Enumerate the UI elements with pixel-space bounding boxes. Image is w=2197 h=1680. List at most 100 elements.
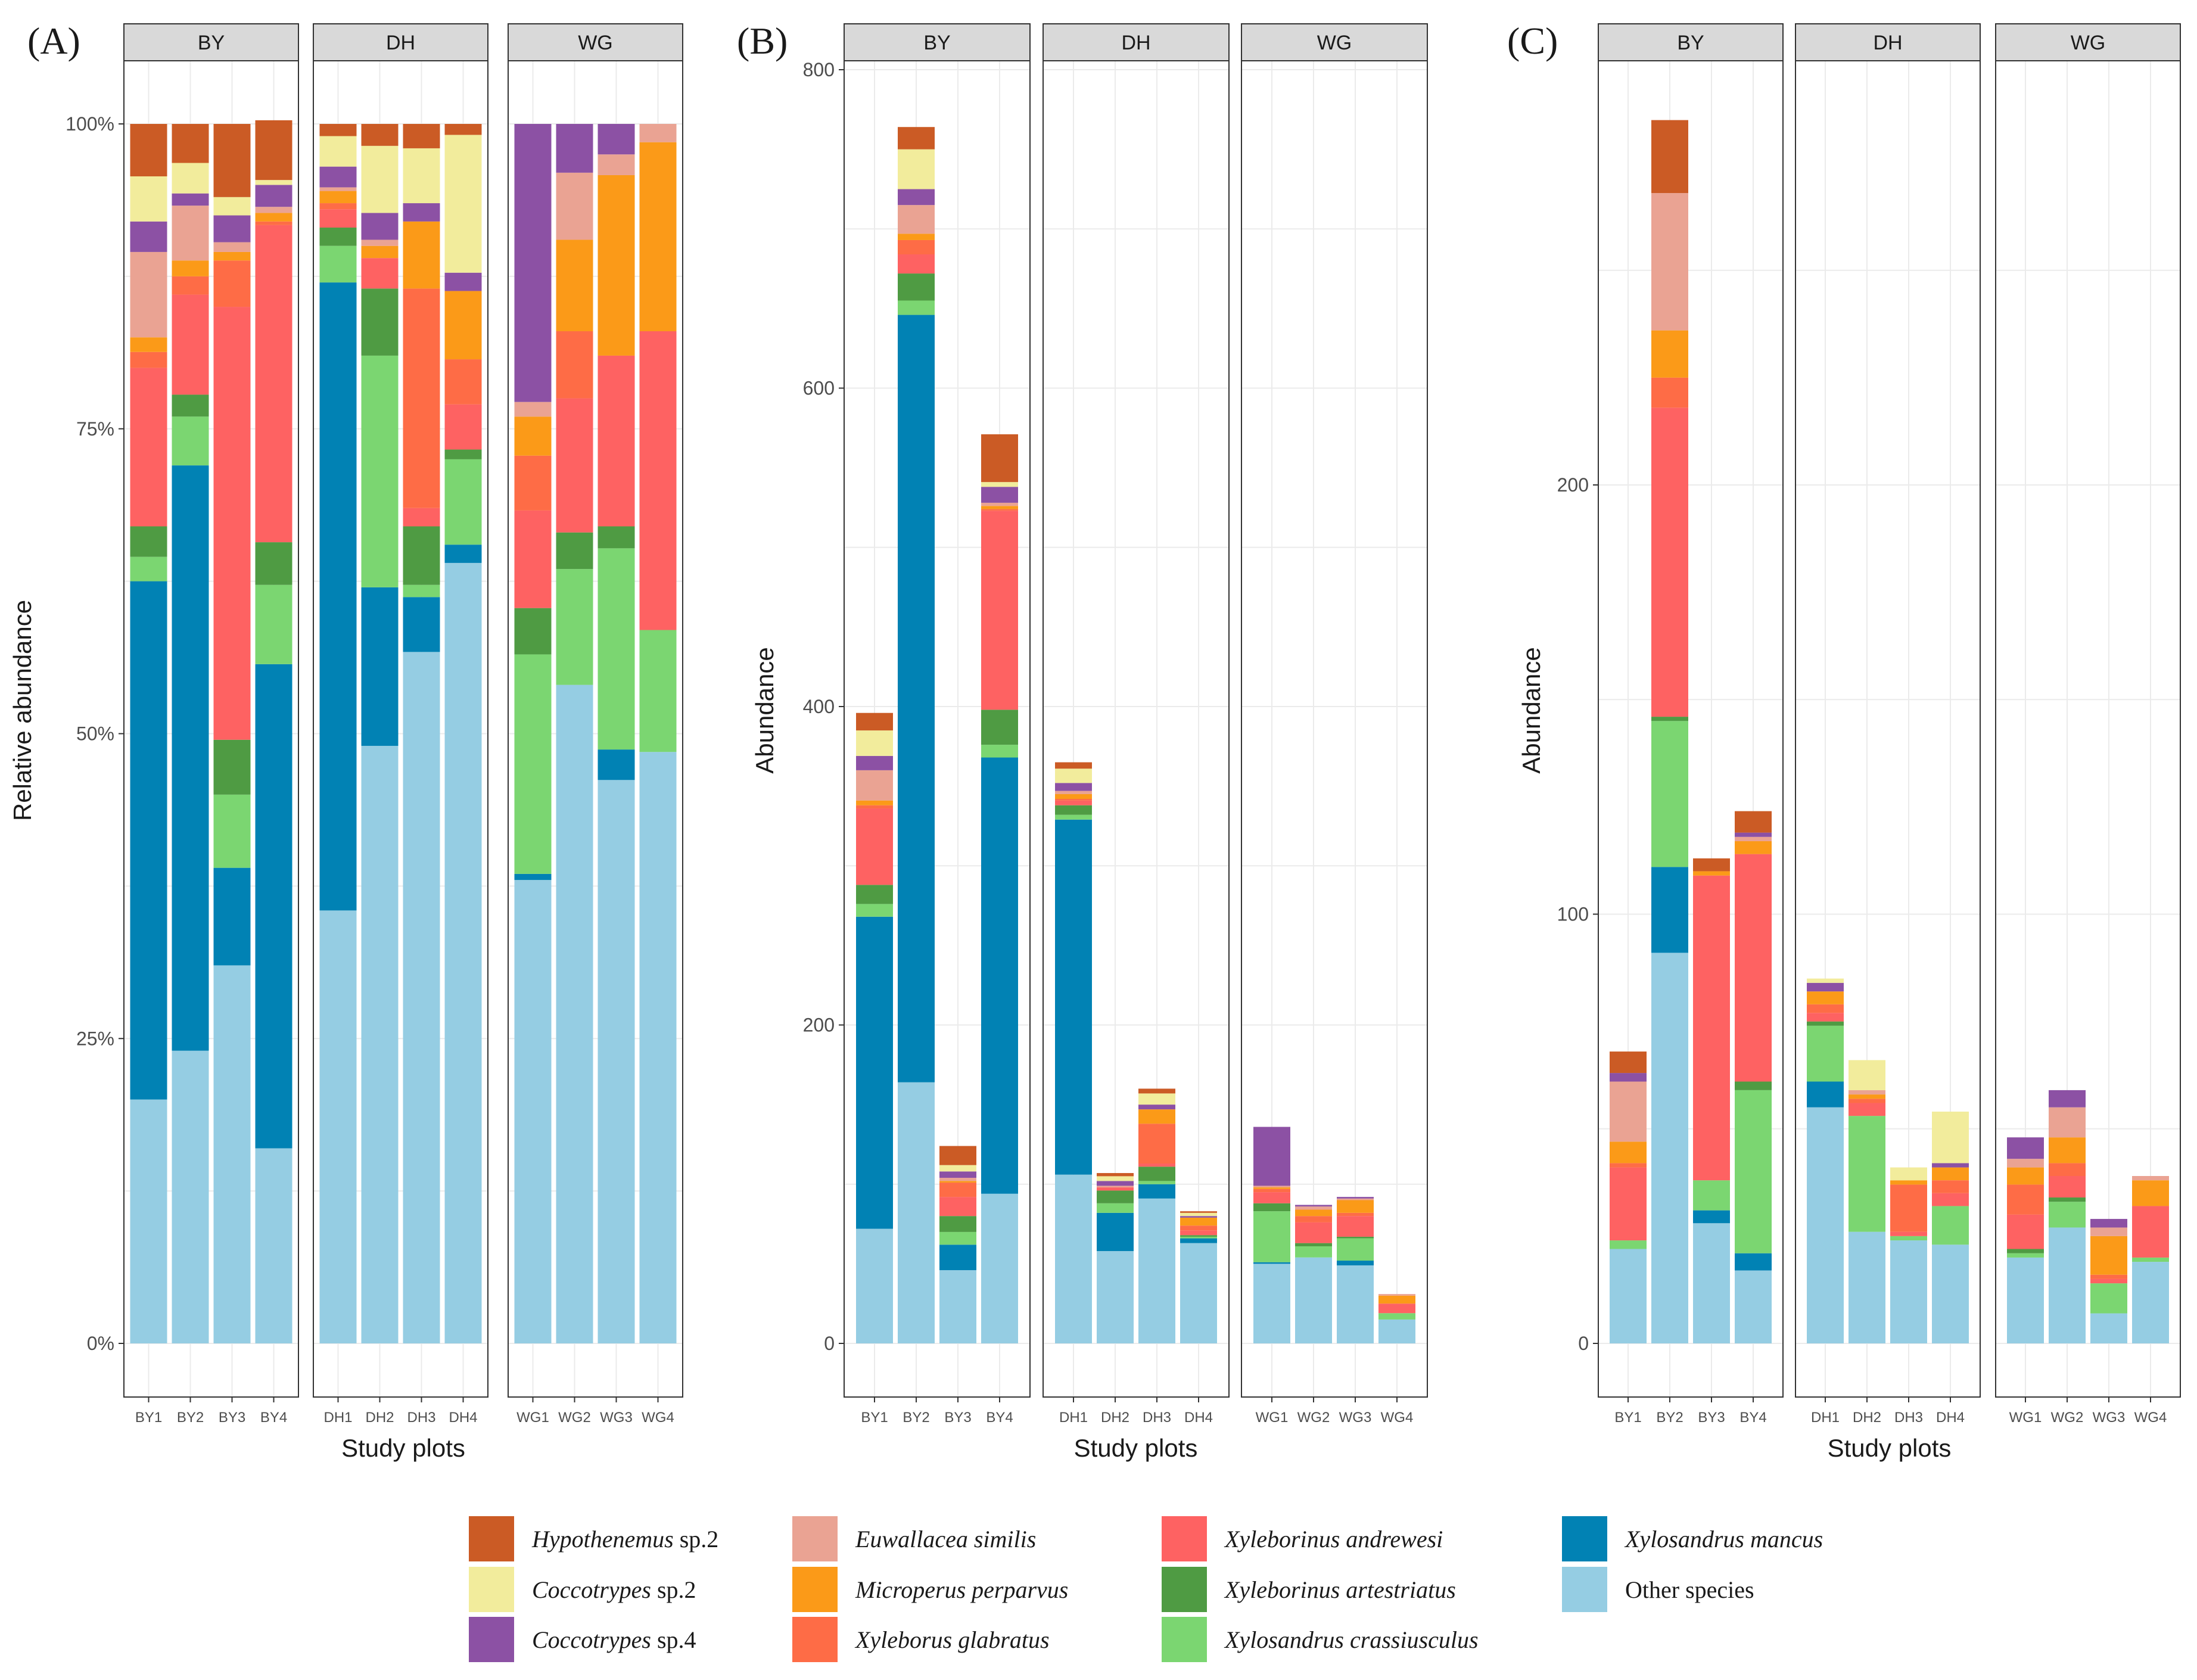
bar-segment-xyleborus-glabratus [2090,1274,2127,1279]
legend-label: Xyleborinus andrewesi [1224,1526,1443,1553]
bar-segment-xylosandrus-crassiusculus [1180,1236,1217,1239]
bar-segment-xylosandrus-crassiusculus [1735,1090,1772,1253]
bar-segment-microperus-perparvus [1138,1109,1175,1124]
bar-segment-xylosandrus-crassiusculus [1253,1211,1290,1262]
bar-segment-xyleborus-glabratus [255,221,292,225]
stacked-bar-by3 [213,124,251,1343]
bar-segment-xyleborinus-artestriatus [556,532,593,570]
bar-segment-euwallacea-similis [2090,1227,2127,1236]
bar-segment-microperus-perparvus [598,175,635,356]
x-tick-label: WG4 [642,1410,674,1426]
bar-segment-euwallacea-similis [556,172,593,240]
bar-segment-euwallacea-similis [939,1178,976,1181]
bar-segment-xylosandrus-mancus [1735,1253,1772,1271]
bar-segment-coccotrypes-sp-2 [1180,1212,1217,1217]
bar-segment-xylosandrus-mancus [319,282,357,911]
bar-segment-xylosandrus-mancus [444,545,482,563]
bar-segment-euwallacea-similis [361,239,399,246]
stacked-bar-dh1 [319,124,357,1343]
x-tick-label: WG2 [1297,1410,1330,1426]
x-tick-label: BY1 [861,1410,888,1426]
bar-segment-coccotrypes-sp-4 [939,1171,976,1178]
bar-segment-euwallacea-similis [1849,1090,1885,1095]
bar-segment-xyleborus-glabratus [1295,1216,1332,1222]
bar-segment-other-species [1610,1249,1647,1343]
y-axis-title: Abundance [1517,647,1545,774]
bar-segment-xylosandrus-mancus [255,664,292,1149]
stacked-bar-dh3 [1138,1088,1175,1343]
bar-segment-xylosandrus-crassiusculus [981,745,1018,758]
bar-segment-microperus-perparvus [403,221,440,289]
x-tick-label: DH2 [1853,1410,1881,1426]
bar-segment-coccotrypes-sp-4 [556,124,593,173]
bar-segment-hypothenemus-sp-2 [213,124,251,197]
bar-segment-xylosandrus-mancus [1807,1081,1844,1107]
bar-segment-microperus-perparvus [444,291,482,360]
bar-segment-other-species [213,965,251,1343]
legend-swatch [792,1516,838,1561]
bar-segment-xylosandrus-mancus [1097,1212,1134,1251]
legend-label: Xylosandrus crassiusculus [1224,1626,1479,1653]
legend-label: Microperus perparvus [855,1576,1068,1603]
y-tick-label: 0 [1578,1333,1589,1354]
bar-segment-xyleborinus-andrewesi [898,254,935,274]
bar-segment-xylosandrus-mancus [361,587,399,746]
bar-segment-microperus-perparvus [213,251,251,261]
bar-segment-xyleborinus-andrewesi [556,398,593,533]
legend: Hypothenemus sp.2 Coccotrypes sp.2 Coccotr… [469,1516,1823,1662]
bar-segment-euwallacea-similis [1610,1081,1647,1142]
x-tick-label: BY2 [177,1410,204,1426]
bar-segment-xylosandrus-crassiusculus [361,355,399,587]
bar-segment-coccotrypes-sp-4 [403,203,440,222]
legend-swatch [1162,1567,1207,1612]
facet-strip-label: BY [1677,32,1704,54]
bar-segment-xylosandrus-mancus [1253,1262,1290,1264]
x-tick-label: BY3 [944,1410,971,1426]
bar-segment-hypothenemus-sp-2 [898,127,935,150]
bar-segment-xyleborus-glabratus [514,455,552,511]
facet-border [1043,60,1230,1398]
stacked-bar-by3 [1693,858,1730,1343]
stacked-bar-by4 [255,120,292,1343]
bar-segment-xyleborus-glabratus [1055,799,1092,801]
legend-item-coccotrypes-sp-4: Coccotrypes sp.4 [469,1617,696,1662]
bar-segment-xyleborinus-andrewesi [403,508,440,527]
bar-segment-coccotrypes-sp-4 [1138,1105,1175,1110]
bar-segment-xyleborus-glabratus [939,1183,976,1197]
bar-segment-other-species [172,1050,209,1343]
legend-swatch [469,1516,514,1561]
legend-swatch [1162,1617,1207,1662]
bar-segment-xylosandrus-crassiusculus [1849,1116,1885,1232]
bar-segment-microperus-perparvus [939,1181,976,1183]
stacked-bar-wg1 [514,124,552,1343]
legend-label: Xylosandrus mancus [1624,1526,1823,1553]
bar-segment-xyleborinus-andrewesi [2007,1214,2044,1249]
bar-segment-xyleborinus-andrewesi [319,209,357,228]
bar-segment-hypothenemus-sp-2 [1138,1088,1175,1094]
facet-by: BY BY1 BY2 BY3 BY4 [844,23,1031,1426]
bar-segment-xyleborinus-andrewesi [1807,1013,1844,1022]
bar-segment-xyleborus-glabratus [981,509,1018,511]
bar-segment-xyleborinus-andrewesi [1097,1187,1134,1191]
bar-segment-xyleborinus-artestriatus [1337,1236,1374,1239]
y-tick-label: 25% [76,1028,114,1049]
bar-segment-xylosandrus-mancus [172,465,209,1051]
bar-segment-xyleborinus-andrewesi [213,307,251,740]
legend-label: Euwallacea similis [855,1526,1036,1553]
stacked-bar-wg2 [1295,1205,1332,1343]
bar-segment-microperus-perparvus [1253,1187,1290,1189]
bar-segment-other-species [639,752,677,1343]
legend-item-xyleborinus-andrewesi: Xyleborinus andrewesi [1162,1516,1443,1561]
bar-segment-microperus-perparvus [1807,991,1844,1004]
bar-segment-microperus-perparvus [2090,1236,2127,1275]
facet-wg: WG WG1 WG2 WG3 WG4 [1241,23,1428,1426]
bar-segment-hypothenemus-sp-2 [856,713,893,731]
bar-segment-xyleborinus-artestriatus [361,288,399,356]
bar-segment-other-species [1693,1223,1730,1343]
bar-segment-xyleborinus-artestriatus [1253,1203,1290,1212]
facet-border [1598,60,1784,1398]
bar-segment-coccotrypes-sp-4 [1932,1163,1969,1168]
bar-segment-hypothenemus-sp-2 [1693,858,1730,872]
bar-segment-xylosandrus-crassiusculus [255,584,292,664]
